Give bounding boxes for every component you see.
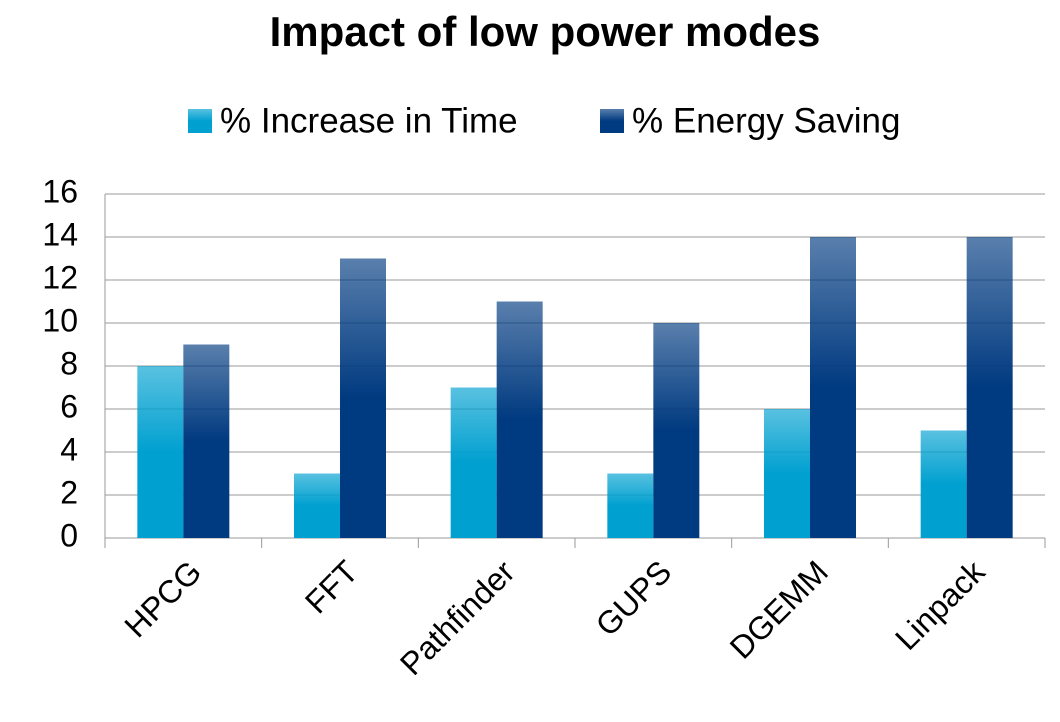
y-tick-label: 14 — [42, 216, 78, 252]
x-tick-label: FFT — [298, 553, 365, 620]
bar — [653, 323, 700, 538]
x-tick-label: Linpack — [888, 553, 992, 657]
bar — [496, 301, 543, 538]
bar — [764, 409, 810, 538]
bar — [183, 344, 230, 538]
x-tick-label: Pathfinder — [393, 553, 522, 682]
chart-title: Impact of low power modes — [270, 8, 821, 55]
bar — [810, 237, 856, 538]
legend-label: % Increase in Time — [220, 101, 518, 140]
y-tick-label: 10 — [42, 302, 78, 338]
y-tick-label: 6 — [60, 388, 78, 424]
y-tick-label: 8 — [60, 345, 78, 381]
bar — [450, 387, 497, 538]
bar — [294, 473, 340, 538]
legend-swatch — [600, 109, 624, 133]
x-tick-label: HPCG — [117, 553, 208, 644]
bar — [920, 430, 967, 538]
y-tick-label: 16 — [42, 173, 78, 209]
x-tick-label: DGEMM — [723, 553, 835, 665]
y-tick-label: 4 — [60, 431, 78, 467]
bar — [607, 473, 654, 538]
x-tick-label: GUPS — [589, 553, 679, 643]
y-tick-label: 2 — [60, 474, 78, 510]
legend-label: % Energy Saving — [632, 101, 900, 140]
legend-swatch — [188, 109, 212, 133]
bar — [966, 237, 1013, 538]
bar — [137, 366, 184, 538]
bar — [340, 258, 386, 538]
y-tick-label: 12 — [42, 259, 78, 295]
y-tick-label: 0 — [60, 517, 78, 553]
